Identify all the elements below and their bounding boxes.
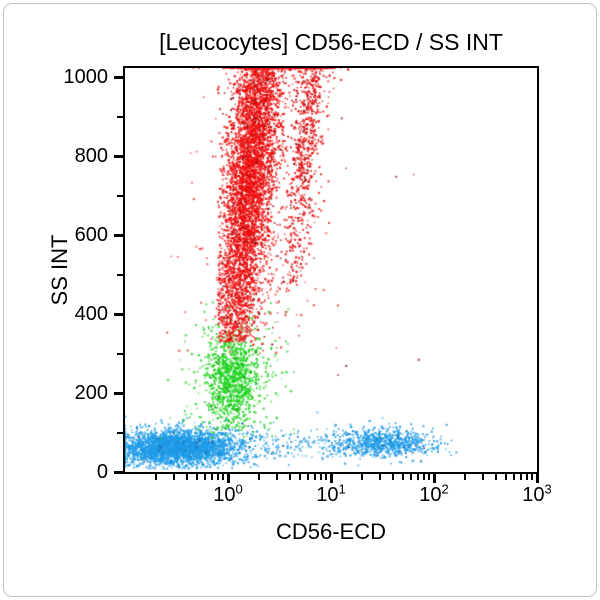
x-major-tick <box>432 474 436 483</box>
x-major-tick <box>329 474 333 483</box>
x-minor-tick <box>204 474 207 480</box>
x-minor-tick <box>222 474 225 480</box>
x-axis-title: CD56-ECD <box>275 519 387 544</box>
plot-frame <box>123 66 539 474</box>
y-major-tick <box>114 470 123 474</box>
x-minor-tick <box>526 474 529 480</box>
x-tick-label: 100 <box>213 481 243 506</box>
x-minor-tick <box>495 474 497 480</box>
x-minor-tick <box>314 474 317 480</box>
x-minor-tick <box>504 474 507 480</box>
x-minor-tick <box>379 474 382 480</box>
x-minor-tick <box>513 474 516 480</box>
y-minor-tick <box>117 431 123 434</box>
y-minor-tick <box>117 115 123 118</box>
x-minor-tick <box>307 474 310 480</box>
x-minor-tick <box>361 474 363 480</box>
y-axis-title: SS INT <box>47 234 72 306</box>
y-tick-label: 400 <box>74 303 108 326</box>
x-minor-tick <box>173 474 176 480</box>
x-minor-tick <box>258 474 260 480</box>
x-minor-tick <box>298 474 301 480</box>
x-minor-tick <box>464 474 466 480</box>
x-minor-tick <box>289 474 291 480</box>
y-tick-label: 1000 <box>63 66 109 89</box>
x-tick-label: 102 <box>419 481 449 506</box>
x-minor-tick <box>276 474 279 480</box>
x-minor-tick <box>482 474 485 480</box>
scatter-canvas <box>125 68 537 472</box>
x-minor-tick <box>423 474 426 480</box>
x-minor-tick <box>325 474 328 480</box>
x-minor-tick <box>401 474 404 480</box>
chart-title: [Leucocytes] CD56-ECD / SS INT <box>159 29 503 55</box>
x-minor-tick <box>320 474 323 480</box>
x-major-tick <box>226 474 230 483</box>
x-minor-tick <box>217 474 220 480</box>
x-tick-label: 101 <box>316 481 346 506</box>
y-tick-label: 600 <box>74 224 108 247</box>
y-minor-tick <box>117 194 123 197</box>
y-major-tick <box>114 312 123 316</box>
x-minor-tick <box>417 474 420 480</box>
y-minor-tick <box>117 273 123 276</box>
x-minor-tick <box>392 474 394 480</box>
x-minor-tick <box>531 474 534 480</box>
y-major-tick <box>114 154 123 158</box>
x-minor-tick <box>186 474 188 480</box>
x-tick-label: 103 <box>522 481 552 506</box>
y-tick-label: 800 <box>74 145 108 168</box>
x-minor-tick <box>410 474 413 480</box>
y-major-tick <box>114 75 123 79</box>
x-minor-tick <box>195 474 198 480</box>
y-major-tick <box>114 391 123 395</box>
y-major-tick <box>114 233 123 237</box>
x-minor-tick <box>211 474 214 480</box>
card-border <box>3 3 597 597</box>
y-tick-label: 200 <box>74 382 108 405</box>
x-minor-tick <box>428 474 431 480</box>
x-minor-tick <box>520 474 523 480</box>
x-major-tick <box>535 474 539 483</box>
x-minor-tick <box>155 474 157 480</box>
y-tick-label: 0 <box>96 461 108 483</box>
y-minor-tick <box>117 352 123 355</box>
